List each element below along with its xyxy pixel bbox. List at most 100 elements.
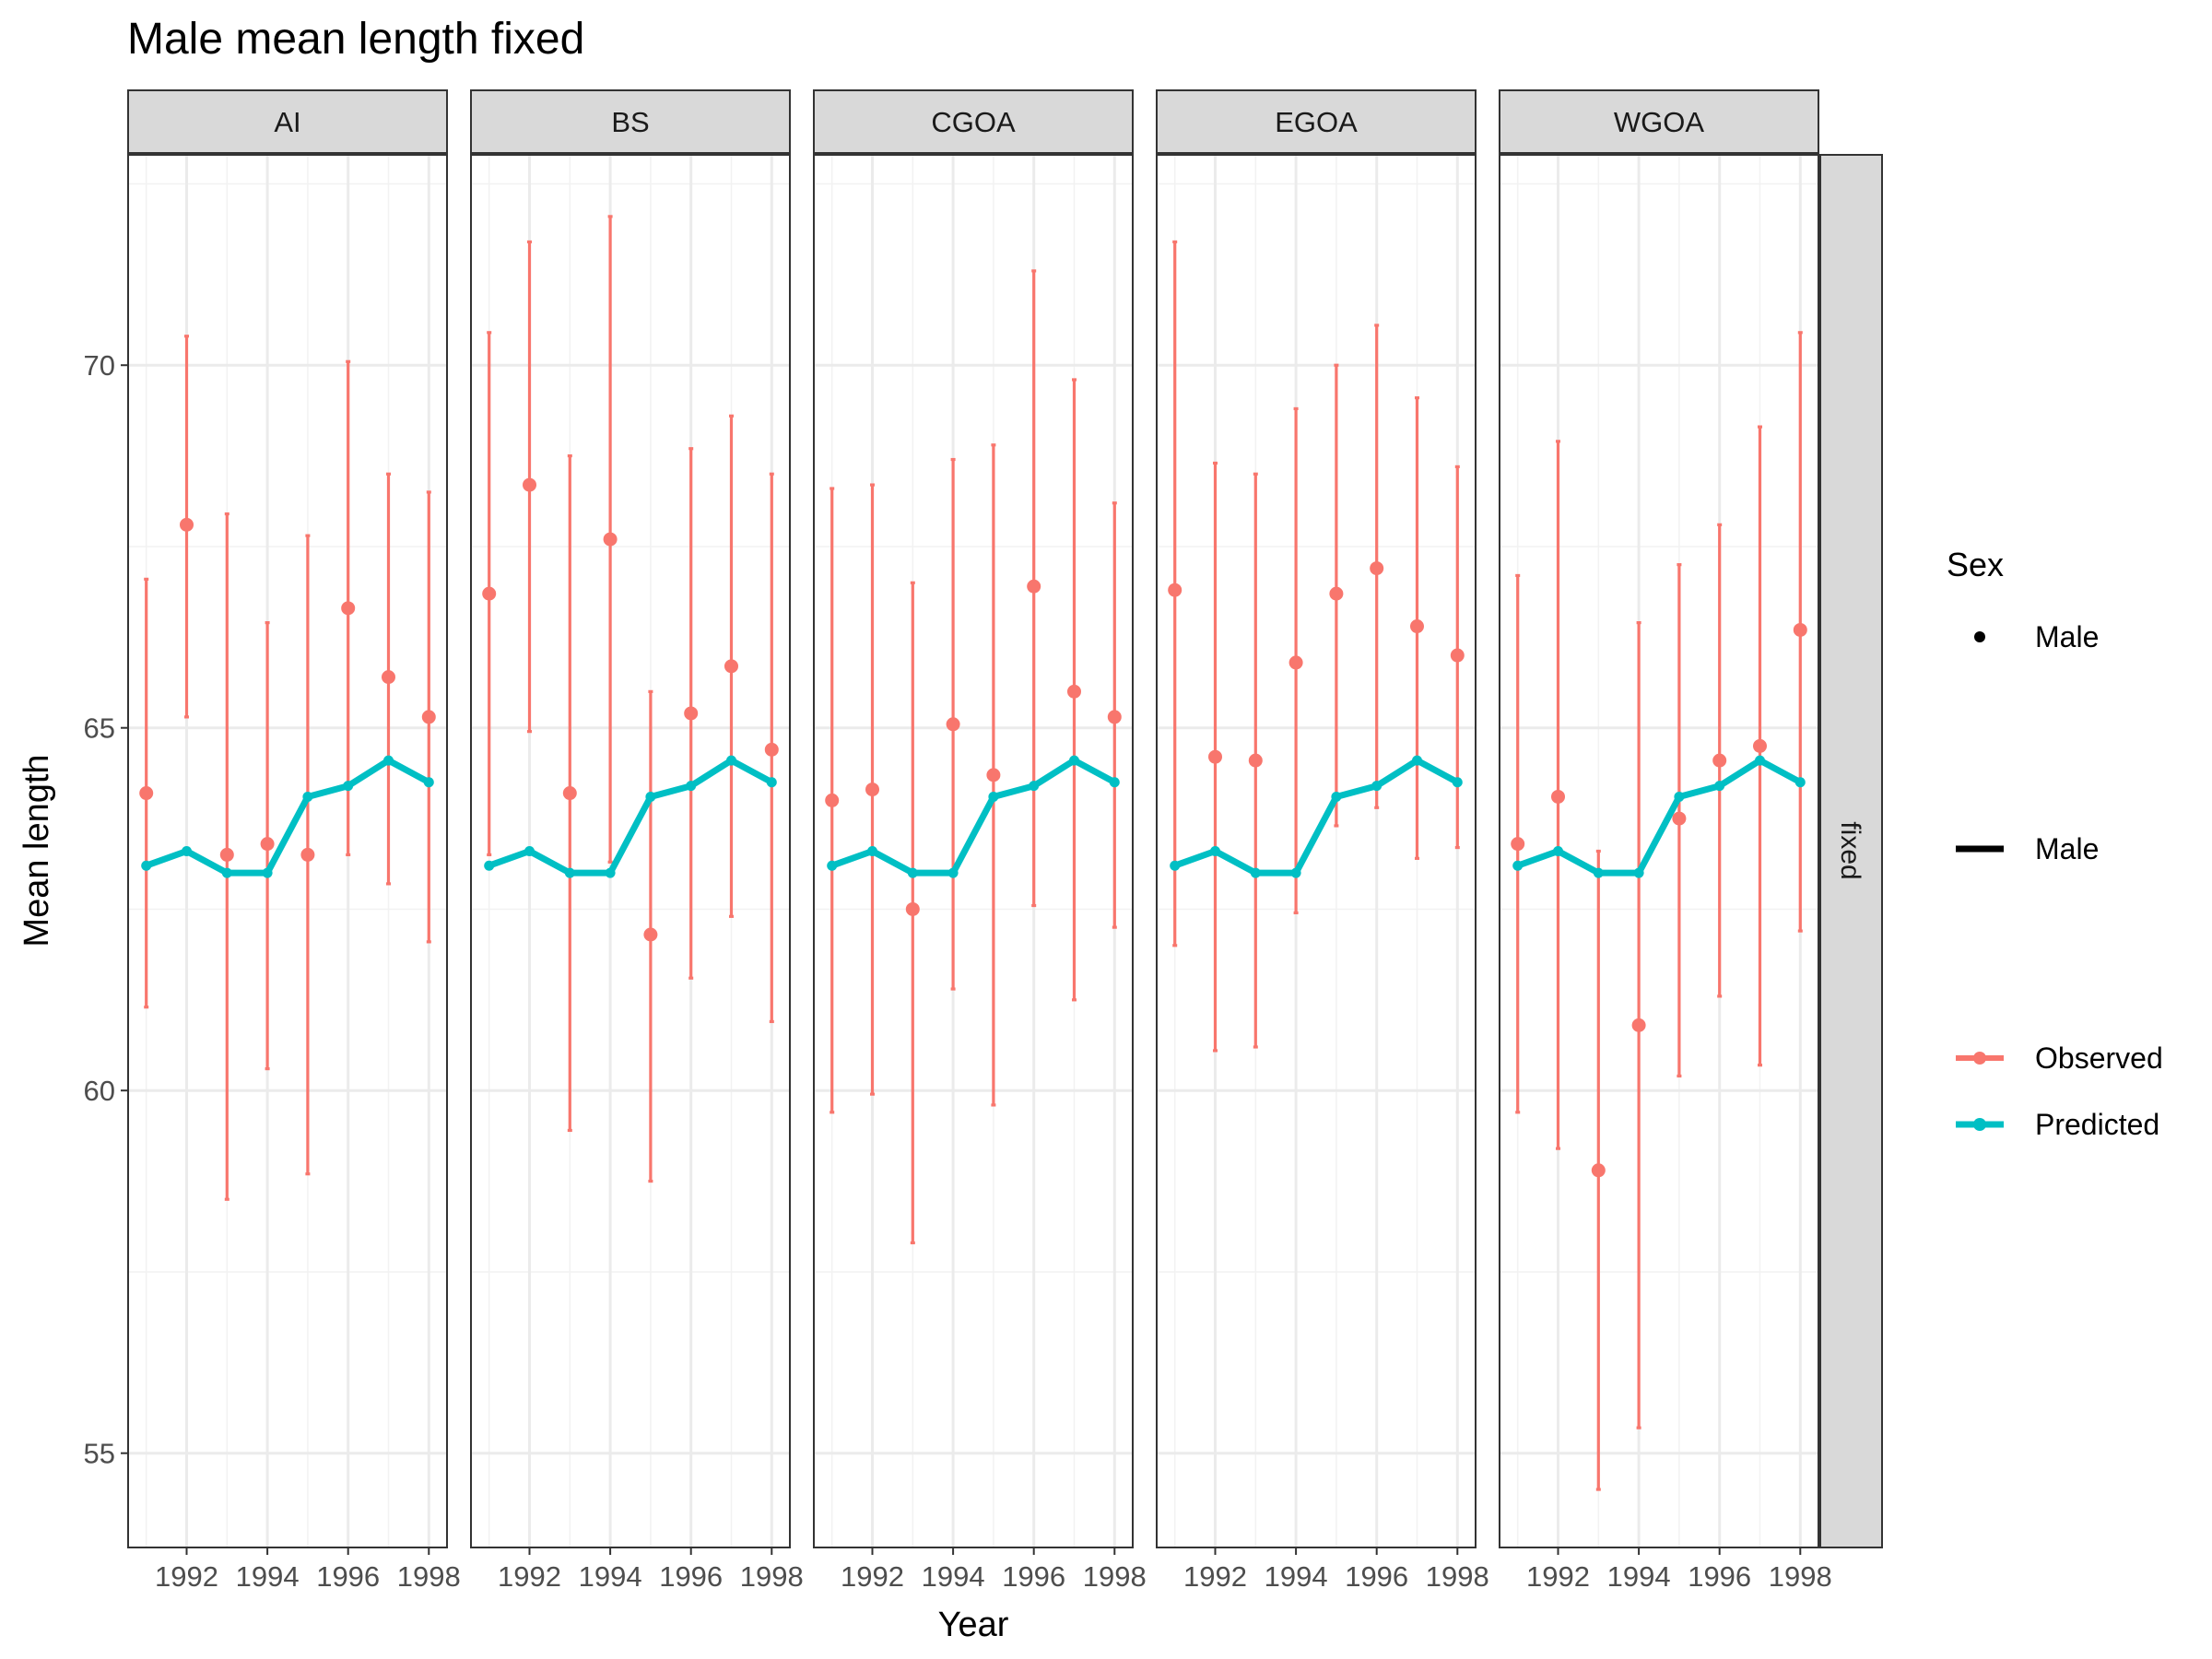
observed-point (1409, 619, 1424, 634)
predicted-point (1411, 755, 1422, 766)
predicted-line (488, 757, 773, 877)
predicted-point (1210, 846, 1221, 856)
panel-strip (1156, 89, 1477, 154)
observed-point (603, 532, 618, 547)
observed-point (523, 477, 537, 492)
observed-point (684, 706, 699, 721)
x-tick-label: 1994 (579, 1560, 642, 1593)
row-strip-label: fixed (1835, 821, 1865, 879)
panel-strip (1499, 89, 1819, 154)
x-tick-label: 1996 (1688, 1560, 1751, 1593)
y-axis-title: Mean length (18, 754, 56, 947)
x-tick-label: 1996 (1345, 1560, 1408, 1593)
panel-background (814, 155, 1133, 1547)
predicted-point (1109, 777, 1120, 788)
observed-point (1752, 738, 1767, 753)
panel-strip-label: AI (274, 106, 300, 138)
predicted-point (141, 860, 152, 871)
observed-point (986, 768, 1001, 782)
predicted-point (1331, 791, 1342, 802)
row-strip: fixed (1819, 154, 1883, 1548)
panels-layer: AI BS CGOA EGOA WGOA (127, 89, 1819, 1548)
predicted-point (343, 781, 354, 792)
predicted-point (1371, 781, 1382, 792)
legend-line-label: Male (2035, 832, 2099, 865)
predicted-point (302, 791, 313, 802)
legend-shape-label: Male (2035, 620, 2099, 653)
observed-point (562, 786, 577, 801)
predicted-line (1516, 757, 1802, 877)
predicted-point (827, 860, 838, 871)
panel-background (471, 155, 790, 1547)
observed-point (341, 601, 356, 616)
predicted-point (907, 867, 918, 878)
predicted-point (182, 846, 193, 856)
x-tick-label: 1992 (498, 1560, 561, 1593)
x-tick-label: 1996 (316, 1560, 380, 1593)
predicted-point (1674, 791, 1685, 802)
x-axes: 1992 1994 1996 1998 1992 1994 1996 1998 1992 1994… (155, 1547, 1832, 1593)
observed-point (219, 847, 234, 862)
legend-key-observed-point (1973, 1052, 1986, 1065)
panel-wgoa: WGOA (1499, 89, 1819, 1548)
predicted-line (1173, 757, 1459, 877)
observed-point (1208, 749, 1223, 764)
x-tick-label: 1994 (236, 1560, 300, 1593)
x-tick-label: 1992 (1183, 1560, 1247, 1593)
observed-point (180, 517, 194, 532)
y-tick-label: 65 (84, 712, 115, 745)
observed-point (724, 659, 738, 674)
predicted-point (484, 860, 495, 871)
predicted-point (1452, 777, 1463, 788)
x-tick-label: 1992 (1526, 1560, 1590, 1593)
x-tick-label: 1994 (1607, 1560, 1671, 1593)
panel-strip-label: EGOA (1275, 106, 1358, 138)
observed-point (1066, 684, 1081, 699)
x-tick-label: 1998 (740, 1560, 804, 1593)
predicted-point (988, 791, 999, 802)
panel-strip (813, 89, 1134, 154)
panel-cgoa: CGOA (813, 89, 1134, 1548)
panel-border (1156, 154, 1477, 1548)
predicted-point (766, 777, 777, 788)
observed-point (1591, 1163, 1606, 1178)
x-axis-title: Year (938, 1606, 1009, 1644)
predicted-point (1170, 860, 1181, 871)
observed-point (1712, 753, 1727, 768)
panel-border (127, 154, 448, 1548)
predicted-point (605, 867, 616, 878)
predicted-point (1794, 777, 1806, 788)
predicted-point (645, 791, 656, 802)
predicted-line (145, 757, 430, 877)
panel-egoa: EGOA (1156, 89, 1477, 1548)
predicted-point (564, 867, 575, 878)
observed-point (1027, 579, 1041, 594)
legend-title: Sex (1947, 546, 2004, 583)
observed-point (139, 786, 154, 801)
observed-point (1631, 1018, 1646, 1032)
x-tick-label: 1992 (155, 1560, 218, 1593)
observed-point (1672, 811, 1687, 826)
observed-point (643, 927, 658, 942)
predicted-point (262, 867, 273, 878)
observed-point (1370, 561, 1384, 576)
panel-border (470, 154, 791, 1548)
predicted-point (1068, 755, 1079, 766)
predicted-line (830, 757, 1116, 877)
predicted-point (423, 777, 434, 788)
panel-strip-label: WGOA (1614, 106, 1704, 138)
observed-point (946, 717, 960, 732)
observed-point (300, 847, 315, 862)
predicted-point (1633, 867, 1644, 878)
observed-point (1450, 648, 1465, 663)
predicted-point (1250, 867, 1261, 878)
x-tick-label: 1994 (1265, 1560, 1328, 1593)
panel-strip (127, 89, 448, 154)
observed-point (764, 742, 779, 757)
x-tick-label: 1996 (1002, 1560, 1065, 1593)
panel-border (813, 154, 1134, 1548)
y-tick-label: 70 (84, 349, 115, 382)
predicted-point (524, 846, 535, 856)
observed-point (1793, 622, 1807, 637)
y-tick-label: 55 (84, 1438, 115, 1470)
